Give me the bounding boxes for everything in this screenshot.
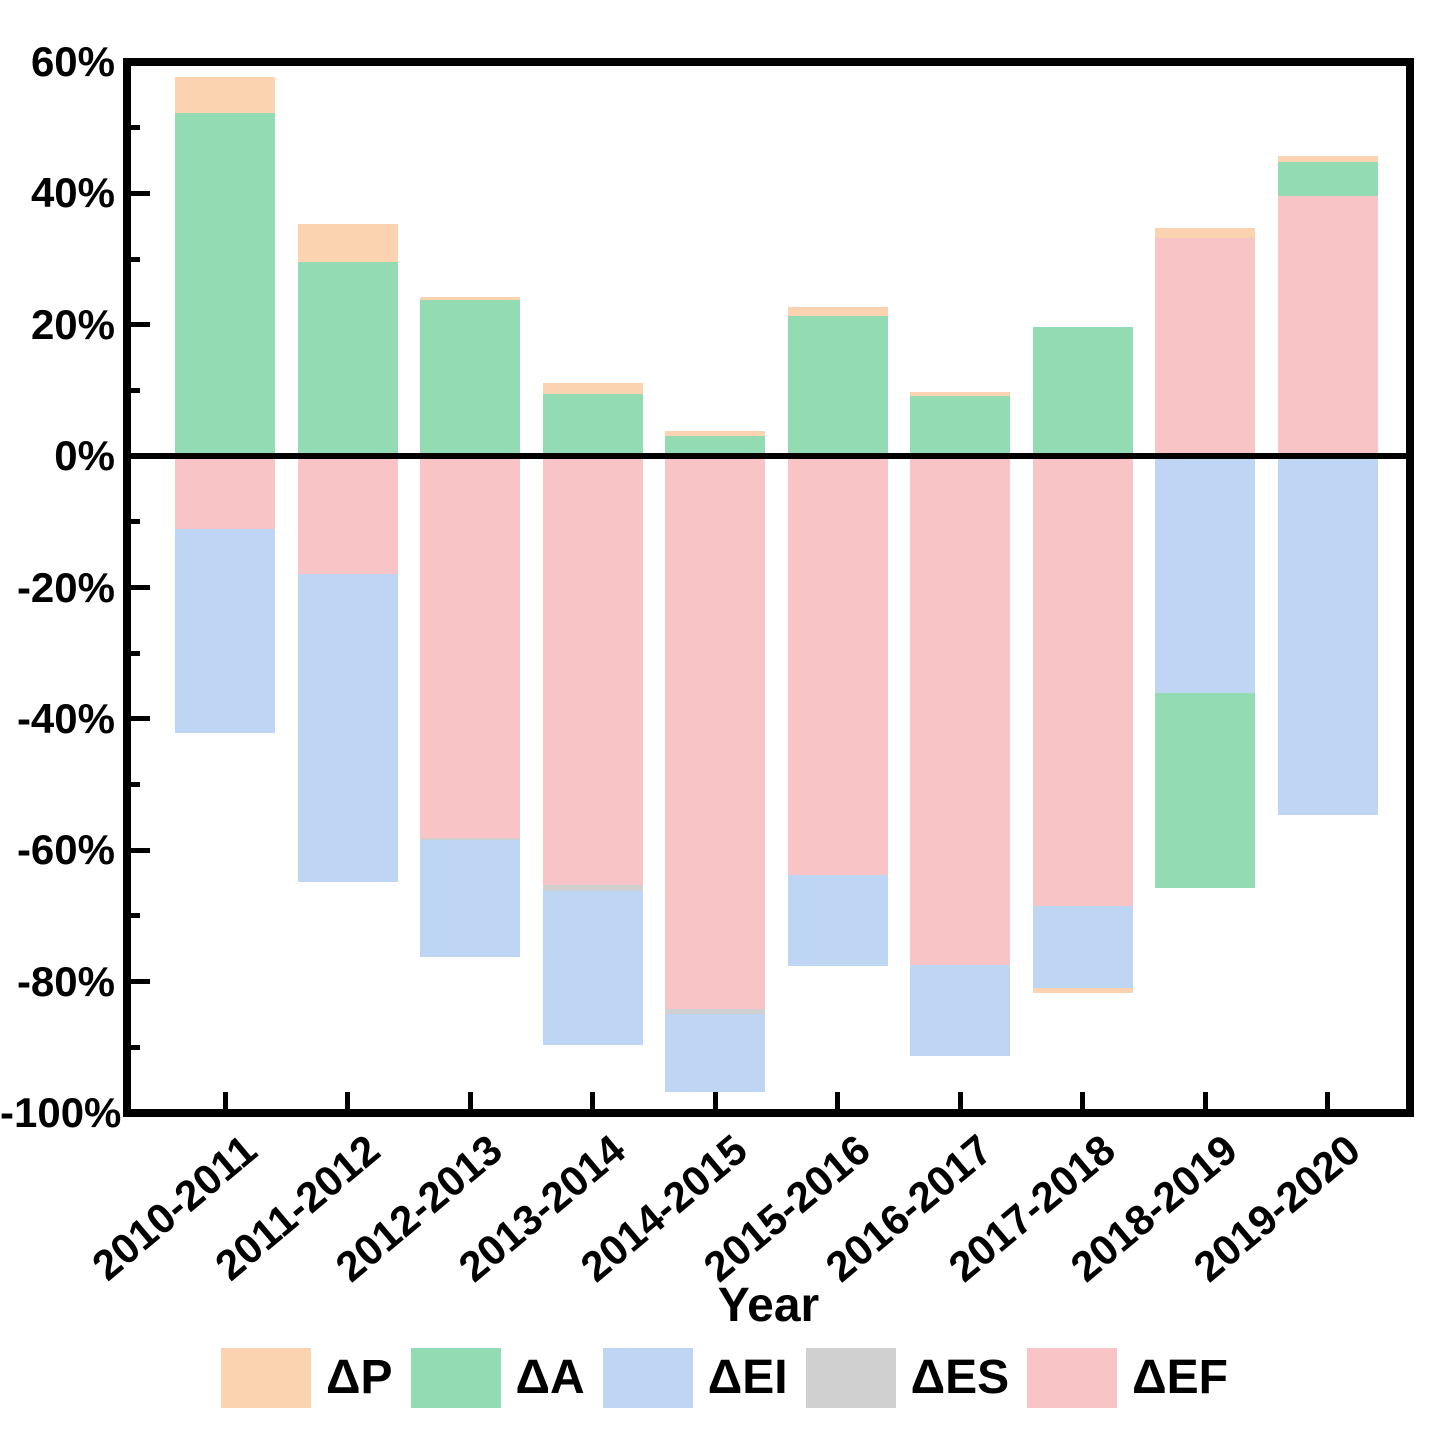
legend-item-delta-ef: ΔEF bbox=[1027, 1348, 1228, 1408]
legend-swatch-delta-ei bbox=[602, 1348, 693, 1408]
x-major-tick bbox=[590, 1092, 595, 1113]
bar-segment-delta-ef bbox=[910, 456, 1010, 966]
y-tick-label: -40% bbox=[16, 694, 115, 742]
x-major-tick bbox=[222, 1092, 228, 1113]
x-major-tick bbox=[1202, 1092, 1208, 1113]
y-tick-label: -60% bbox=[16, 826, 115, 874]
bar-segment-delta-ef bbox=[542, 456, 643, 886]
legend-swatch-delta-es bbox=[805, 1348, 896, 1408]
x-major-tick bbox=[467, 1092, 473, 1113]
x-major-tick bbox=[1080, 1092, 1085, 1113]
y-minor-tick bbox=[127, 125, 140, 131]
bar-segment-delta-ei bbox=[1155, 456, 1255, 693]
legend-label-delta-ei: ΔEI bbox=[707, 1351, 788, 1404]
bar-segment-delta-ei bbox=[297, 574, 398, 883]
y-tick-label: -20% bbox=[16, 563, 115, 611]
bar-segment-delta-a bbox=[910, 395, 1010, 457]
bar-segment-delta-p bbox=[420, 297, 520, 301]
y-tick-label: -80% bbox=[16, 957, 115, 1005]
bar-segment-delta-ef bbox=[1277, 196, 1378, 457]
bar-segment-delta-ef bbox=[665, 456, 765, 1009]
y-major-tick bbox=[127, 847, 150, 853]
legend-label-delta-es: ΔES bbox=[910, 1351, 1010, 1404]
bar-segment-delta-p bbox=[1155, 228, 1255, 239]
legend-item-delta-ei: ΔEI bbox=[602, 1348, 788, 1408]
y-minor-tick bbox=[127, 387, 140, 393]
y-major-tick bbox=[127, 322, 150, 328]
bar-segment-delta-es bbox=[542, 885, 643, 891]
bar-segment-delta-ei bbox=[542, 890, 643, 1045]
legend-item-delta-a: ΔA bbox=[410, 1348, 585, 1408]
y-tick-label: 20% bbox=[30, 300, 115, 348]
x-major-tick bbox=[957, 1092, 963, 1113]
bar-segment-delta-ef bbox=[297, 456, 398, 575]
x-axis-title: Year bbox=[717, 1279, 820, 1332]
legend-swatch-delta-p bbox=[221, 1348, 312, 1408]
bar-segment-delta-p bbox=[542, 382, 643, 395]
y-major-tick bbox=[127, 585, 150, 590]
legend-item-delta-es: ΔES bbox=[805, 1348, 1010, 1408]
legend: ΔP ΔA ΔEI ΔES ΔEF bbox=[0, 1348, 1449, 1408]
x-major-tick bbox=[712, 1092, 718, 1113]
bar-segment-delta-p bbox=[910, 392, 1010, 396]
bar-segment-delta-a bbox=[542, 394, 643, 457]
bar-segment-delta-ef bbox=[1032, 456, 1133, 907]
y-minor-tick bbox=[127, 519, 140, 525]
bar-segment-delta-p bbox=[297, 223, 398, 262]
bar-segment-delta-ei bbox=[1032, 906, 1133, 989]
zero-line bbox=[123, 453, 1414, 460]
bar-segment-delta-p bbox=[1032, 988, 1133, 993]
bar-segment-delta-a bbox=[297, 261, 398, 457]
bar-segment-delta-a bbox=[175, 112, 275, 457]
y-major-tick bbox=[127, 716, 150, 722]
bar-segment-delta-ef bbox=[1155, 238, 1255, 457]
bar-segment-delta-ei bbox=[910, 965, 1010, 1056]
y-tick-label: 0% bbox=[54, 432, 115, 480]
x-major-tick bbox=[835, 1092, 840, 1113]
y-minor-tick bbox=[127, 1044, 140, 1050]
bar-segment-delta-ei bbox=[1277, 456, 1378, 816]
legend-label-delta-ef: ΔEF bbox=[1132, 1351, 1228, 1404]
bar-segment-delta-p bbox=[1277, 155, 1378, 162]
x-major-tick bbox=[1325, 1092, 1330, 1113]
y-tick-label: 60% bbox=[30, 38, 115, 85]
legend-swatch-delta-ef bbox=[1027, 1348, 1118, 1408]
y-minor-tick bbox=[127, 782, 140, 788]
plot-area bbox=[123, 58, 1414, 1117]
y-tick-label: 40% bbox=[30, 169, 115, 217]
bar-segment-delta-ei bbox=[787, 875, 888, 966]
x-major-tick bbox=[345, 1092, 350, 1113]
bar-segment-delta-ei bbox=[665, 1013, 765, 1092]
bar-segment-delta-ef bbox=[420, 456, 520, 838]
legend-label-delta-a: ΔA bbox=[515, 1351, 585, 1404]
bar-segment-delta-ei bbox=[420, 839, 520, 957]
y-major-tick bbox=[127, 190, 150, 196]
y-minor-tick bbox=[127, 913, 140, 919]
bar-segment-delta-a bbox=[420, 300, 520, 457]
bar-segment-delta-a bbox=[1277, 161, 1378, 196]
y-tick-label: -100% bbox=[0, 1089, 122, 1136]
bar-segment-delta-ei bbox=[175, 529, 275, 733]
legend-item-delta-p: ΔP bbox=[221, 1348, 393, 1408]
bar-segment-delta-a bbox=[787, 316, 888, 457]
bar-segment-delta-ef bbox=[175, 456, 275, 530]
bar-segment-delta-a bbox=[665, 436, 765, 457]
bar-segment-delta-es bbox=[420, 837, 520, 840]
bar-segment-delta-p bbox=[175, 77, 275, 113]
bar-segment-delta-p bbox=[787, 307, 888, 317]
bar-segment-delta-ef bbox=[787, 456, 888, 876]
legend-swatch-delta-a bbox=[410, 1348, 501, 1408]
y-minor-tick bbox=[127, 650, 140, 656]
bar-segment-delta-p bbox=[665, 430, 765, 437]
bar-segment-delta-es bbox=[665, 1008, 765, 1014]
bar-segment-delta-a bbox=[1155, 692, 1255, 889]
y-minor-tick bbox=[127, 256, 140, 262]
bar-segment-delta-a bbox=[1032, 327, 1133, 457]
y-major-tick bbox=[127, 979, 150, 985]
legend-label-delta-p: ΔP bbox=[326, 1351, 393, 1404]
